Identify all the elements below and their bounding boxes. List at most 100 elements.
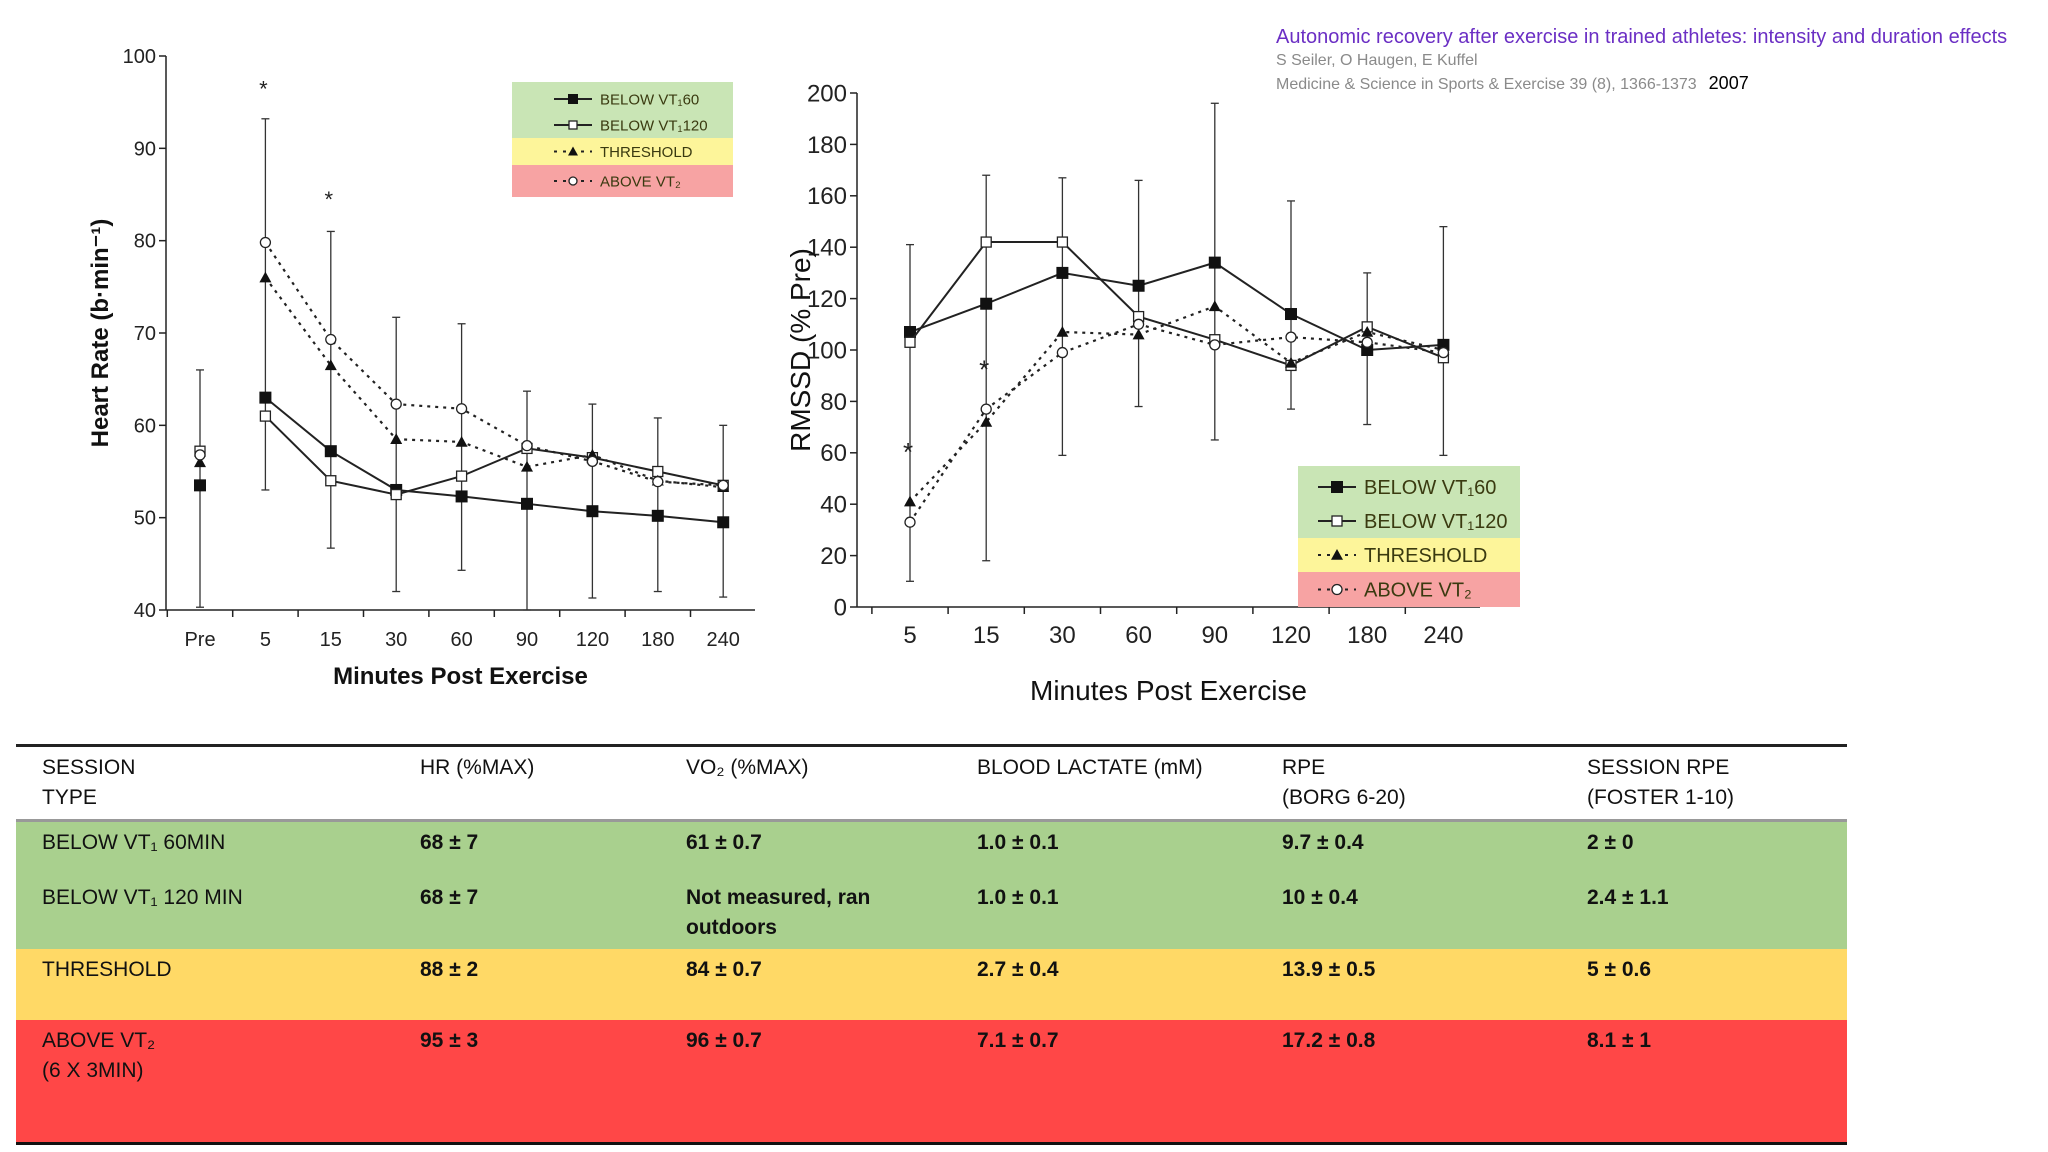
legend-label: ABOVE VT₂ — [1364, 580, 1472, 602]
legend-label: BELOW VT₁60 — [600, 91, 699, 108]
y-tick-label: 200 — [807, 80, 847, 107]
cell-lactate: 7.1 ± 0.7 — [977, 1028, 1059, 1052]
x-tick-label: 60 — [1125, 622, 1152, 649]
y-tick-label: 60 — [134, 415, 156, 437]
y-axis-label: RMSSD (% Pre) — [785, 248, 816, 452]
marker-open-circle — [586, 455, 599, 467]
y-tick-label: 40 — [820, 492, 847, 519]
series-line — [909, 241, 1444, 367]
cell-hr: 68 ± 7 — [420, 831, 479, 854]
marker-open-circle — [521, 439, 533, 452]
x-tick-label: 15 — [320, 629, 342, 651]
x-tick-label: 5 — [260, 629, 271, 651]
marker-filled-square — [651, 509, 664, 522]
series-line — [264, 396, 724, 524]
y-tick-label: 50 — [134, 508, 156, 530]
marker-open-square — [1331, 515, 1343, 527]
cell-vo2: 96 ± 0.7 — [686, 1028, 762, 1052]
legend-label: THRESHOLD — [600, 144, 693, 161]
series-line — [909, 323, 1444, 523]
cell-lactate: 1.0 ± 0.1 — [977, 885, 1059, 909]
header-hr: HR (%MAX) — [420, 756, 535, 779]
session-table: SESSION TYPE HR (%MAX) VO₂ (%MAX) BLOOD … — [16, 744, 1847, 1145]
marker-filled-square — [455, 490, 468, 503]
y-tick-label: 160 — [807, 183, 847, 210]
marker-filled-square — [586, 505, 599, 518]
heart-rate-chart: 40 50 60 70 80 90 100 Pre 5 15 30 60 90 120 180 240 Minu… — [87, 46, 755, 690]
cell-rpe: 17.2 ± 0.8 — [1282, 1028, 1376, 1052]
x-tick-label: 30 — [1049, 622, 1076, 649]
legend-label: ABOVE VT₂ — [600, 173, 681, 190]
significance-asterisk: * — [259, 76, 268, 101]
x-tick-label: 120 — [576, 629, 609, 651]
x-tick-label: 120 — [1271, 622, 1311, 649]
x-tick-label: 5 — [903, 622, 916, 649]
marker-filled-square — [1132, 279, 1145, 292]
header-session-type: SESSION TYPE — [42, 756, 136, 809]
marker-open-circle — [652, 476, 664, 488]
marker-filled-square — [980, 297, 993, 310]
cell-lactate: 1.0 ± 0.1 — [977, 831, 1059, 854]
table-row: BELOW VT₁ 120 MIN 68 ± 7 Not measured, r… — [16, 876, 1847, 949]
series-below-vt-60 — [194, 391, 730, 529]
x-tick-label: 240 — [707, 629, 740, 651]
x-axis-label: Minutes Post Exercise — [333, 663, 588, 690]
y-tick-label: 100 — [807, 337, 847, 364]
y-tick-label: 120 — [807, 286, 847, 313]
legend-label: BELOW VT₁120 — [1364, 511, 1507, 533]
legend: BELOW VT₁60 BELOW VT₁120 THRESHOLD ABOVE VT… — [512, 82, 733, 197]
cell-rpe: 10 ± 0.4 — [1282, 885, 1358, 909]
legend: BELOW VT₁60 BELOW VT₁120 THRESHOLD ABOVE VT… — [1298, 466, 1520, 607]
marker-filled-triangle — [1331, 549, 1343, 560]
marker-open-circle — [1361, 336, 1373, 348]
y-tick-label: 90 — [134, 138, 156, 160]
legend-label: BELOW VT₁120 — [600, 117, 708, 134]
x-tick-label: 90 — [1201, 622, 1228, 649]
citation-journal: Medicine & Science in Sports & Exercise … — [1276, 76, 1697, 93]
cell-hr: 68 ± 7 — [420, 885, 479, 909]
legend-swatch-bg — [512, 82, 733, 112]
marker-open-circle — [325, 333, 337, 346]
cell-session-rpe: 2 ± 0 — [1587, 831, 1634, 854]
marker-filled-square — [1285, 308, 1297, 321]
citation-year: 2007 — [1708, 73, 1749, 93]
citation-title[interactable]: Autonomic recovery after exercise in tra… — [1276, 26, 2008, 48]
legend-swatch-bg — [512, 112, 733, 138]
marker-open-square — [568, 120, 578, 130]
citation: Autonomic recovery after exercise in tra… — [1276, 26, 2007, 94]
marker-filled-square — [1056, 266, 1069, 279]
marker-open-circle — [1132, 318, 1145, 330]
cell-session-rpe: 2.4 ± 1.1 — [1587, 885, 1669, 909]
marker-filled-triangle — [1132, 328, 1145, 340]
marker-filled-triangle — [1361, 326, 1374, 337]
marker-open-circle — [194, 449, 206, 461]
cell-rpe: 9.7 ± 0.4 — [1282, 831, 1364, 854]
cell-session: THRESHOLD — [42, 957, 172, 981]
cell-session: BELOW VT₁ 120 MIN — [42, 885, 243, 909]
x-tick-label: 180 — [1347, 622, 1387, 649]
cell-session-rpe: 5 ± 0.6 — [1587, 957, 1652, 981]
x-tick-label: 60 — [450, 629, 472, 651]
cell-session: ABOVE VT₂ (6 X 3MIN) — [42, 1028, 156, 1082]
marker-open-circle — [1056, 346, 1069, 359]
marker-open-square — [980, 236, 992, 248]
y-tick-label: 80 — [134, 231, 156, 253]
cell-vo2: Not measured, ran outdoors — [686, 885, 871, 939]
marker-filled-triangle — [390, 433, 403, 444]
series-line — [909, 305, 1444, 503]
legend-label: BELOW VT₁60 — [1364, 477, 1496, 499]
marker-filled-triangle — [904, 495, 916, 507]
cell-session: BELOW VT₁ 60MIN — [42, 831, 226, 854]
cell-hr: 88 ± 2 — [420, 957, 479, 981]
marker-filled-square — [904, 326, 916, 339]
marker-filled-triangle — [1208, 300, 1221, 312]
x-tick-label: 15 — [973, 622, 1000, 649]
marker-open-square — [455, 470, 468, 482]
y-tick-label: 80 — [820, 389, 847, 416]
marker-open-circle — [1285, 331, 1297, 343]
y-tick-label: 0 — [834, 594, 847, 621]
marker-filled-triangle — [568, 146, 578, 156]
y-axis-label: Heart Rate (b·min⁻¹) — [87, 219, 114, 448]
series-line — [909, 261, 1444, 352]
header-session-rpe: SESSION RPE (FOSTER 1-10) — [1587, 756, 1735, 809]
